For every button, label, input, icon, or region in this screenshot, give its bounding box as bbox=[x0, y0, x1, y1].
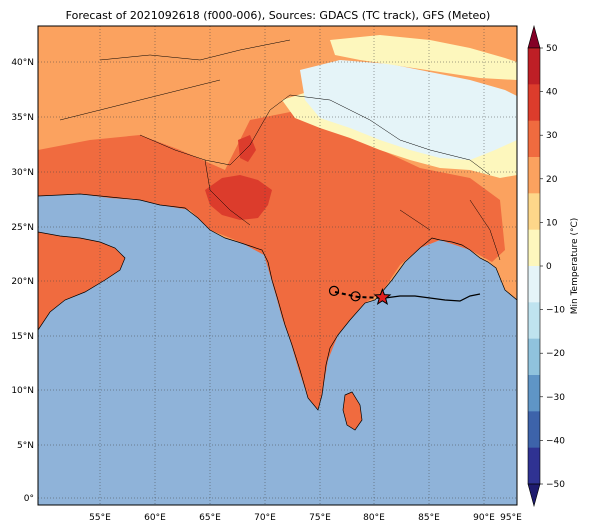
map-area bbox=[38, 26, 517, 505]
colorbar-tick-label: 10 bbox=[546, 218, 558, 228]
x-tick-label: 60°E bbox=[144, 513, 166, 523]
tc-track bbox=[328, 285, 481, 306]
colorbar-segment bbox=[528, 302, 540, 340]
hot-patch-pakistan bbox=[205, 175, 272, 220]
track-point-circle bbox=[328, 285, 340, 297]
colorbar-tick-label: −20 bbox=[546, 349, 565, 359]
coastline-arabia bbox=[38, 231, 126, 331]
tibet-snow bbox=[330, 35, 517, 80]
colorbar-label: Min Temperature (°C) bbox=[570, 218, 580, 315]
map-frame bbox=[37, 25, 518, 506]
y-tick-label: 30°N bbox=[11, 168, 34, 178]
y-tick-label: 35°N bbox=[11, 113, 34, 123]
y-tick-label: 0° bbox=[24, 494, 34, 504]
colorbar-segment bbox=[528, 157, 540, 194]
x-tick-label: 65°E bbox=[199, 513, 221, 523]
colorbar-tick-label: −30 bbox=[546, 393, 565, 403]
coastline bbox=[38, 193, 517, 411]
colorbar-top-arrow bbox=[527, 24, 541, 49]
track-point-star bbox=[373, 287, 392, 306]
x-tick-label: 95°E bbox=[500, 513, 522, 523]
colorbar-segment bbox=[528, 48, 540, 85]
colorbar-tick-label: 20 bbox=[546, 175, 558, 185]
land-sri-lanka bbox=[343, 392, 362, 430]
colorbar-tick-label: −40 bbox=[546, 436, 565, 446]
colorbar-tick-label: −50 bbox=[546, 480, 565, 490]
y-axis: 0° 5°N 10°N 15°N 20°N 25°N 30°N 35°N 40°… bbox=[11, 58, 34, 504]
x-axis: 55°E 60°E 65°E 70°E 75°E 80°E 85°E 90°E … bbox=[89, 513, 522, 523]
colorbar-segment bbox=[528, 266, 540, 303]
y-tick-label: 40°N bbox=[11, 58, 34, 68]
colorbar-segment bbox=[528, 447, 540, 485]
colorbar-tick-label: 30 bbox=[546, 131, 558, 141]
x-tick-label: 75°E bbox=[309, 513, 331, 523]
figure-title: Forecast of 2021092618 (f000-006), Sourc… bbox=[66, 9, 491, 22]
y-tick-label: 20°N bbox=[11, 277, 34, 287]
colorbar-ticks: 50 40 30 20 10 0 −10 −20 −30 −40 −50 bbox=[540, 44, 565, 490]
colorbar-segment bbox=[528, 411, 540, 449]
track-dashed-line bbox=[334, 291, 386, 299]
x-tick-label: 85°E bbox=[418, 513, 440, 523]
x-tick-label: 80°E bbox=[363, 513, 385, 523]
x-tick-label: 90°E bbox=[473, 513, 495, 523]
colorbar-tick-label: 0 bbox=[546, 262, 552, 272]
colorbar-tick-label: −10 bbox=[546, 306, 565, 316]
land-arabia bbox=[38, 232, 125, 330]
colorbar-segment bbox=[528, 375, 540, 412]
tibet-plateau-cold bbox=[300, 60, 517, 160]
x-tick-label: 55°E bbox=[89, 513, 111, 523]
colorbar-tick-label: 40 bbox=[546, 88, 558, 98]
track-point-circle bbox=[350, 291, 361, 302]
coastline-sri-lanka bbox=[342, 391, 363, 431]
y-tick-label: 10°N bbox=[11, 386, 34, 396]
colorbar-segment bbox=[528, 338, 540, 376]
colorbar-segment bbox=[528, 193, 540, 231]
colorbar-segments bbox=[528, 48, 540, 485]
x-tick-label: 70°E bbox=[254, 513, 276, 523]
hot-patch-india-north bbox=[238, 135, 256, 162]
colorbar-segment bbox=[528, 229, 540, 267]
colorbar-bottom-arrow bbox=[527, 483, 541, 508]
track-forecast-line bbox=[384, 293, 481, 302]
colorbar-segment bbox=[528, 120, 540, 158]
y-tick-label: 15°N bbox=[11, 332, 34, 342]
y-tick-label: 5°N bbox=[17, 441, 34, 451]
country-borders bbox=[59, 39, 501, 261]
y-tick-label: 25°N bbox=[11, 223, 34, 233]
colorbar-segment bbox=[528, 84, 540, 122]
colorbar: 50 40 30 20 10 0 −10 −20 −30 −40 −50 Min Temperatu… bbox=[527, 24, 580, 508]
colorbar-tick-label: 50 bbox=[546, 44, 558, 54]
graticule bbox=[38, 26, 517, 505]
